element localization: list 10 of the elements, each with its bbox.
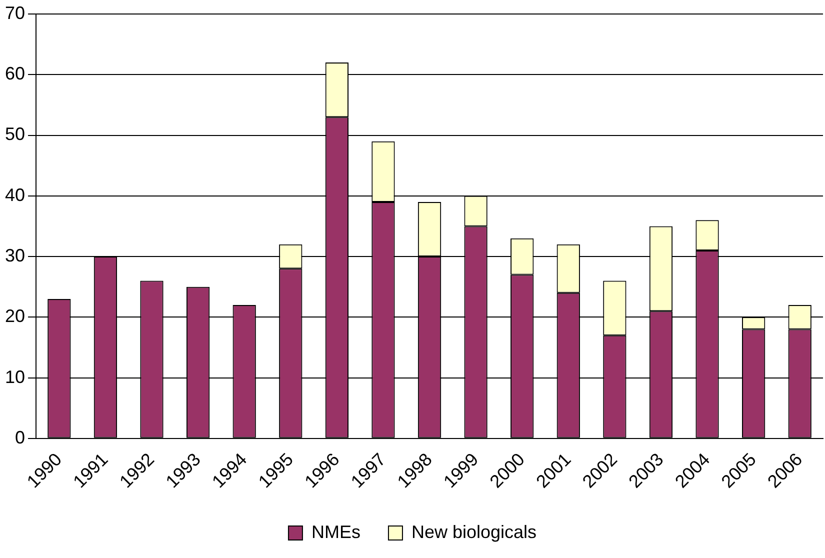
legend-label: NMEs [311,522,360,542]
y-tick-label: 40 [4,184,26,205]
y-tick-label: 10 [4,366,26,387]
y-tick-label: 0 [15,427,26,448]
legend-label: New biologicals [411,522,537,542]
y-tick-label: 20 [4,306,26,326]
y-tick-label: 70 [4,2,26,23]
y-tick-label: 30 [4,245,26,266]
y-tick-label: 60 [4,64,26,84]
y-tick-label: 50 [4,124,26,144]
